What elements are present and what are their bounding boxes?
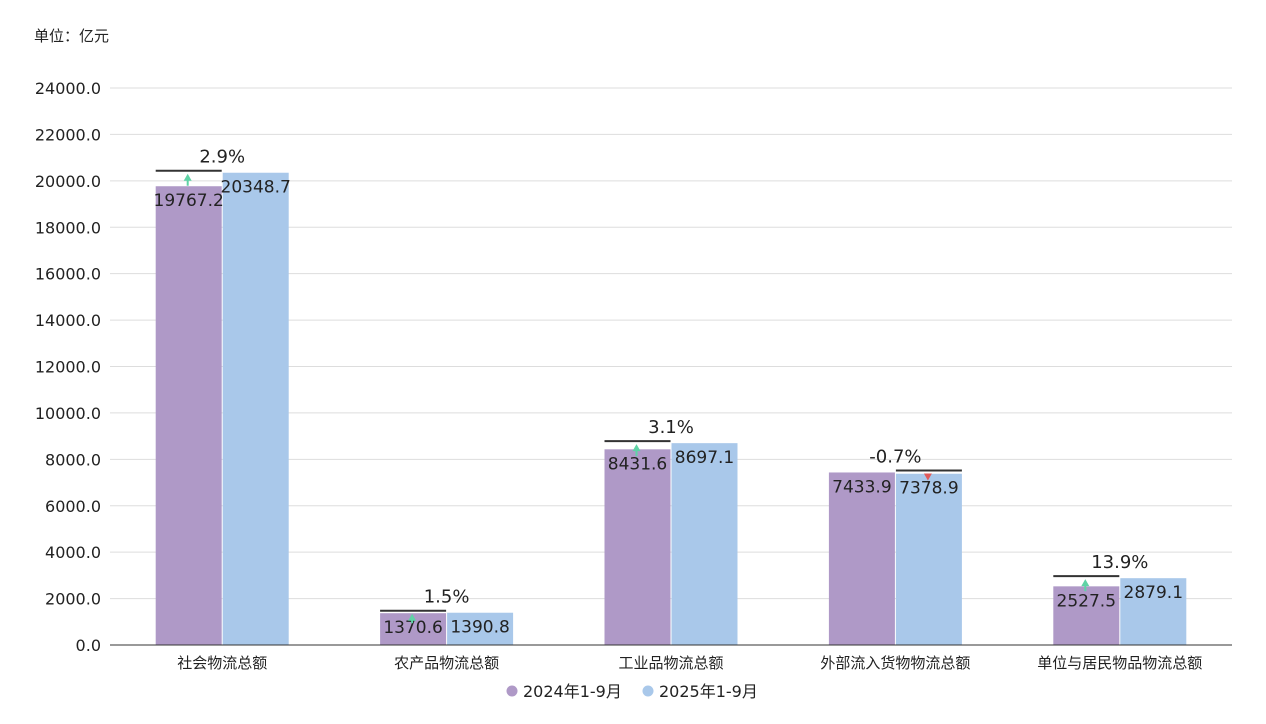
legend-label: 2024年1-9月	[523, 682, 622, 701]
y-tick-label: 8000.0	[45, 450, 101, 469]
growth-down-arrow	[923, 473, 932, 481]
data-label-2024: 1370.6	[383, 618, 442, 638]
growth-percent-label: 13.9%	[1091, 552, 1148, 573]
category-label: 农产品物流总额	[394, 654, 499, 672]
data-label-2025: 1390.8	[450, 618, 509, 638]
bar-2025	[895, 473, 962, 645]
y-tick-label: 10000.0	[35, 404, 101, 423]
bars	[155, 172, 1187, 645]
y-tick-label: 22000.0	[35, 125, 101, 144]
bar-2025	[447, 612, 514, 645]
bar-2024	[828, 472, 895, 645]
category-label: 单位与居民物品物流总额	[1037, 654, 1202, 672]
data-label-2025: 20348.7	[221, 178, 291, 198]
growth-annotations: 2.9% 1.5% 3.1% -0.7% 13.9%	[155, 147, 1148, 624]
grid-lines	[110, 87, 1232, 600]
y-tick-label: 14000.0	[35, 311, 101, 330]
data-label-2024: 8431.6	[608, 454, 667, 474]
growth-up-arrow	[408, 613, 417, 621]
bar-2024	[155, 186, 222, 645]
data-label-2024: 19767.2	[154, 191, 224, 211]
category-label: 外部流入货物物流总额	[820, 654, 970, 672]
category-label: 社会物流总额	[177, 654, 267, 672]
y-tick-label: 2000.0	[45, 590, 101, 609]
y-tick-label: 16000.0	[35, 265, 101, 284]
data-label-2024: 2527.5	[1057, 591, 1116, 611]
y-tick-label: 6000.0	[45, 497, 101, 516]
legend: 2024年1-9月 2025年1-9月	[506, 682, 758, 701]
data-label-2025: 7378.9	[899, 479, 958, 499]
x-axis-categories: 社会物流总额 农产品物流总额 工业品物流总额 外部流入货物物流总额 单位与居民物品物流总…	[177, 654, 1202, 672]
y-axis-ticks: 0.0 2000.0 4000.0 6000.0 8000.0 10000.0 12000.…	[35, 79, 101, 655]
y-tick-label: 24000.0	[35, 79, 101, 98]
growth-percent-label: 1.5%	[424, 587, 470, 608]
category-label: 工业品物流总额	[618, 654, 723, 672]
y-tick-label: 0.0	[76, 636, 101, 655]
unit-label: 单位：亿元	[34, 27, 109, 45]
data-label-2024: 7433.9	[832, 477, 891, 497]
legend-swatch	[642, 685, 654, 697]
growth-up-arrow	[183, 173, 192, 181]
growth-percent-label: -0.7%	[869, 446, 921, 467]
data-label-2025: 2879.1	[1124, 583, 1183, 603]
legend-swatch	[506, 685, 518, 697]
y-tick-label: 20000.0	[35, 172, 101, 191]
growth-percent-label: 2.9%	[199, 147, 245, 168]
bar-2024	[604, 449, 671, 645]
bar-2025	[222, 172, 289, 645]
y-tick-label: 12000.0	[35, 358, 101, 377]
bar-2025	[1120, 578, 1187, 645]
data-label-2025: 8697.1	[675, 448, 734, 468]
y-tick-label: 18000.0	[35, 218, 101, 237]
bar-2024	[1053, 586, 1120, 645]
y-tick-label: 4000.0	[45, 543, 101, 562]
growth-up-arrow	[1081, 579, 1090, 587]
growth-percent-label: 3.1%	[648, 417, 694, 438]
bar-2025	[671, 443, 738, 645]
growth-up-arrow	[632, 444, 641, 452]
legend-label: 2025年1-9月	[659, 682, 758, 701]
